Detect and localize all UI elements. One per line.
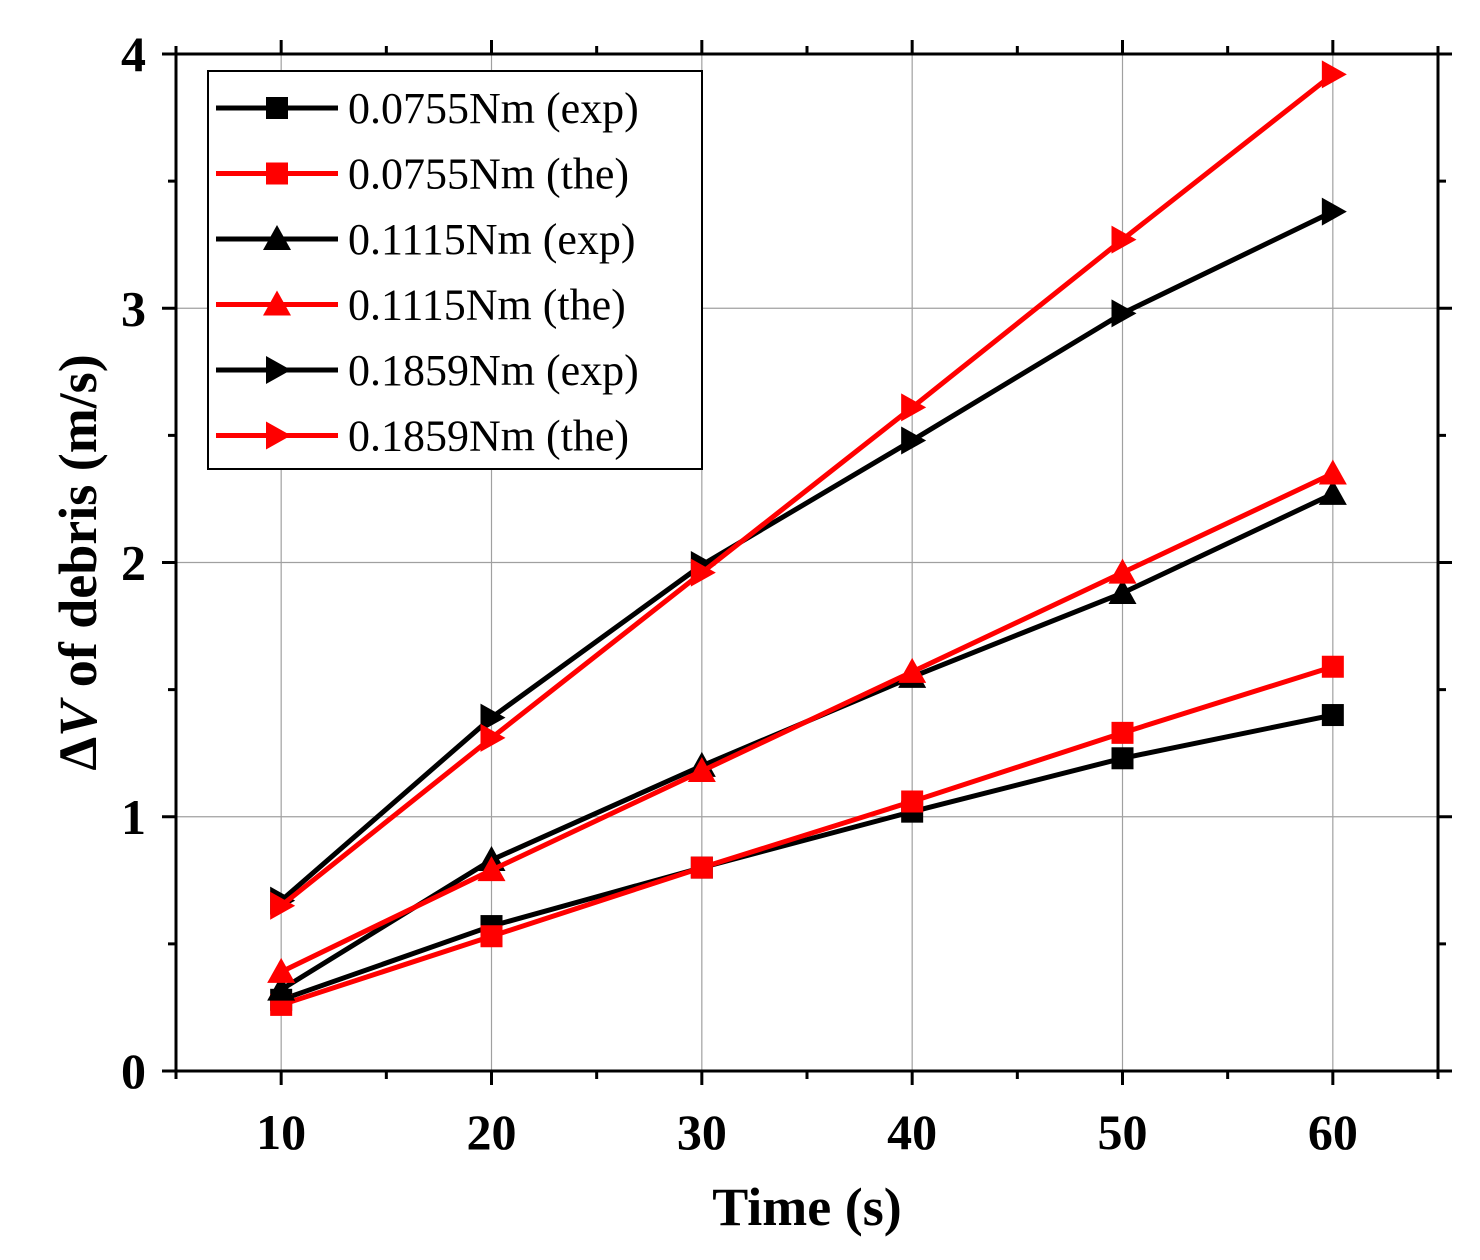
series-2 [270, 655, 1344, 1016]
legend-label: 0.0755Nm (the) [348, 150, 629, 199]
x-tick-label: 20 [467, 1104, 517, 1160]
x-tick-label: 40 [887, 1104, 937, 1160]
data-point [1111, 721, 1134, 744]
legend-item: 0.0755Nm (the) [216, 150, 629, 199]
legend-label: 0.1859Nm (the) [348, 412, 629, 461]
data-point [1108, 558, 1137, 584]
data-point [690, 558, 716, 587]
data-point [480, 925, 503, 948]
data-point [1108, 579, 1137, 605]
x-tick-label: 50 [1098, 1104, 1148, 1160]
legend-swatch-marker [263, 290, 291, 316]
data-point [1318, 479, 1347, 505]
series-3 [267, 479, 1347, 1001]
data-point [901, 790, 924, 813]
data-point [1111, 299, 1137, 328]
data-point [480, 723, 506, 752]
legend-label: 0.1115Nm (the) [348, 281, 626, 330]
y-axis-title: ΔV of debris (m/s) [48, 354, 108, 770]
data-point [267, 975, 296, 1001]
data-point [1318, 459, 1347, 485]
data-point [1111, 747, 1134, 770]
series-line [280, 664, 1334, 1008]
legend-item: 0.0755Nm (exp) [216, 84, 639, 133]
data-point [687, 756, 716, 782]
data-point [1111, 225, 1137, 254]
x-axis-title: Time (s) [712, 1177, 901, 1237]
legend-label: 0.1859Nm (exp) [348, 346, 639, 395]
y-axis-title-variable: V [48, 697, 108, 737]
y-axis-title-suffix: of debris (m/s) [48, 354, 108, 700]
legend-item: 0.1859Nm (the) [216, 412, 629, 461]
legend-swatch-marker [266, 162, 288, 185]
legend-label: 0.0755Nm (exp) [348, 84, 639, 133]
series-line [279, 72, 1335, 908]
data-point [480, 703, 506, 732]
y-tick-label: 3 [121, 280, 146, 336]
legend-label: 0.1115Nm (exp) [348, 215, 636, 264]
legend-item: 0.1859Nm (exp) [216, 346, 639, 395]
data-point [267, 957, 296, 983]
data-point [1321, 655, 1344, 678]
series-line [280, 712, 1334, 1003]
x-tick-label: 10 [256, 1104, 306, 1160]
series-4 [267, 459, 1347, 983]
y-tick-label: 4 [121, 26, 146, 82]
series-line [279, 491, 1334, 992]
data-point [1321, 60, 1347, 89]
axis-ticks: 10 20 30 40 50 60 0 1 2 3 4 [121, 26, 1452, 1160]
series-layer [267, 60, 1347, 1016]
y-axis-title-prefix: Δ [48, 737, 108, 771]
y-tick-label: 2 [121, 535, 146, 591]
legend-item: 0.1115Nm (exp) [216, 215, 636, 264]
legend-swatch-marker [266, 97, 288, 119]
legend-item: 0.1115Nm (the) [216, 281, 626, 330]
y-tick-label: 1 [121, 789, 146, 845]
series-6 [270, 60, 1347, 920]
legend-swatch-marker [263, 225, 291, 250]
series-line [279, 209, 1334, 903]
data-point [1321, 704, 1344, 727]
data-point [901, 426, 927, 455]
legend-swatch-marker [266, 421, 291, 450]
legend-swatch-marker [266, 356, 291, 384]
data-point [898, 657, 927, 683]
x-tick-label: 60 [1308, 1104, 1358, 1160]
legend: 0.0755Nm (exp) 0.0755Nm (the) 0.1115Nm (ex… [207, 70, 703, 470]
data-point [1321, 197, 1347, 226]
series-line [280, 471, 1334, 975]
x-tick-label: 30 [677, 1104, 727, 1160]
data-point [690, 856, 713, 879]
data-point [270, 891, 296, 920]
y-tick-label: 0 [121, 1043, 146, 1099]
data-point [901, 393, 927, 422]
legend-box [207, 70, 703, 470]
series-1 [270, 704, 1344, 1011]
data-point [477, 856, 506, 882]
